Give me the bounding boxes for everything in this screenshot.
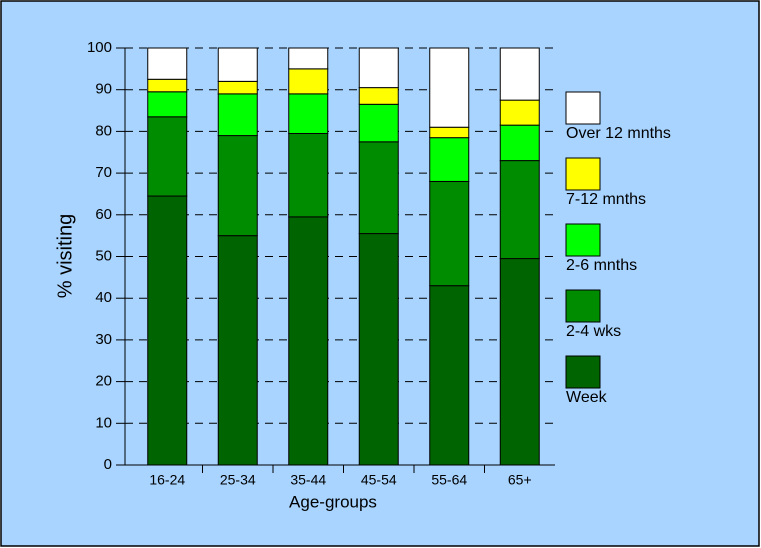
bar-segment bbox=[358, 233, 399, 466]
bar-segment bbox=[288, 47, 329, 70]
bar-segment bbox=[429, 180, 470, 287]
y-tick-label: 70 bbox=[95, 164, 112, 181]
bar-segment bbox=[288, 216, 329, 466]
y-axis-label: % visiting bbox=[54, 214, 76, 298]
x-axis-label: Age-groups bbox=[289, 492, 377, 511]
bar-segment bbox=[499, 47, 540, 101]
x-tick-label: 45-54 bbox=[361, 472, 397, 488]
bar-segment bbox=[358, 141, 399, 235]
bar-segment bbox=[147, 116, 188, 197]
legend-swatch bbox=[565, 289, 601, 323]
legend-label: Over 12 mnths bbox=[566, 125, 671, 142]
bar-segment bbox=[288, 68, 329, 95]
y-tick-label: 0 bbox=[104, 456, 112, 473]
y-tick-label: 30 bbox=[95, 331, 112, 348]
bar-segment bbox=[217, 47, 258, 82]
legend-label: 2-4 wks bbox=[566, 323, 621, 340]
bar-segment bbox=[429, 137, 470, 182]
bar-segment bbox=[217, 135, 258, 237]
y-tick-label: 40 bbox=[95, 289, 112, 306]
bar-segment bbox=[147, 78, 188, 93]
bar-segment bbox=[499, 124, 540, 162]
y-tick-label: 10 bbox=[95, 414, 112, 431]
x-tick-label: 65+ bbox=[508, 472, 532, 488]
bar-segment bbox=[499, 99, 540, 126]
bar-segment bbox=[217, 93, 258, 137]
bar-segment bbox=[358, 47, 399, 89]
x-tick-label: 25-34 bbox=[220, 472, 256, 488]
y-tick-label: 90 bbox=[95, 81, 112, 98]
y-tick-label: 80 bbox=[95, 122, 112, 139]
bar-segment bbox=[499, 258, 540, 466]
bar-segment bbox=[217, 80, 258, 95]
legend-label: Week bbox=[566, 389, 608, 406]
bar-segment bbox=[288, 93, 329, 134]
legend-swatch bbox=[565, 91, 601, 125]
x-tick-label: 35-44 bbox=[290, 472, 326, 488]
bar-segment bbox=[288, 132, 329, 218]
y-tick-label: 100 bbox=[87, 39, 112, 56]
y-tick-label: 20 bbox=[95, 373, 112, 390]
bar-segment bbox=[147, 195, 188, 466]
y-tick-label: 50 bbox=[95, 247, 112, 264]
legend-swatch bbox=[565, 157, 601, 191]
bar-segment bbox=[429, 126, 470, 139]
bar-segment bbox=[217, 235, 258, 466]
x-tick-label: 55-64 bbox=[431, 472, 467, 488]
x-tick-label: 16-24 bbox=[149, 472, 185, 488]
bar-segment bbox=[147, 91, 188, 118]
legend-label: 7-12 mnths bbox=[566, 191, 646, 208]
legend-swatch bbox=[565, 355, 601, 389]
bar-segment bbox=[499, 160, 540, 260]
legend-label: 2-6 mnths bbox=[566, 257, 637, 274]
legend-swatch bbox=[565, 223, 601, 257]
y-tick-label: 60 bbox=[95, 206, 112, 223]
bar-segment bbox=[429, 47, 470, 128]
bar-segment bbox=[358, 103, 399, 143]
bar-segment bbox=[429, 285, 470, 466]
bar-segment bbox=[358, 87, 399, 105]
bar-segment bbox=[147, 47, 188, 80]
